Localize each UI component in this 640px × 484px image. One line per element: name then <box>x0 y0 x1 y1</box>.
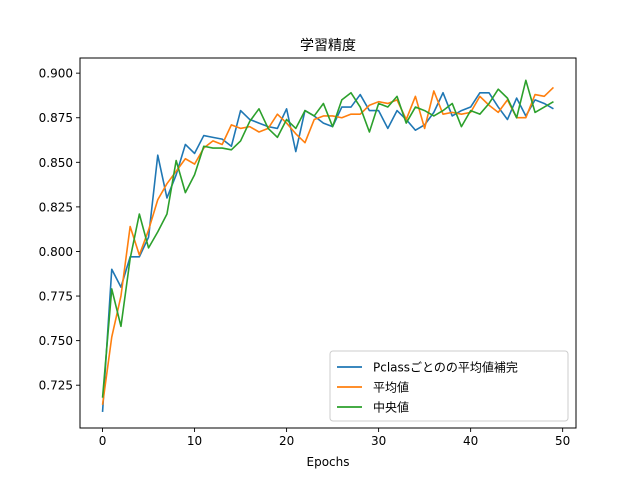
x-tick-label: 0 <box>99 434 107 448</box>
y-tick-label: 0.800 <box>39 245 73 259</box>
y-tick-label: 0.825 <box>39 200 73 214</box>
x-axis: 0 10 20 30 40 50 <box>99 428 570 448</box>
x-axis-label: Epochs <box>307 455 350 469</box>
plot-frame <box>79 57 577 429</box>
y-tick-label: 0.875 <box>39 111 73 125</box>
series-line-3 <box>101 79 554 398</box>
legend-frame <box>329 350 569 422</box>
y-tick-label: 0.900 <box>39 67 73 81</box>
x-tick-label: 30 <box>371 434 386 448</box>
y-tick-label: 0.750 <box>39 334 73 348</box>
y-axis: 0.725 0.750 0.775 0.800 0.825 0.850 0.875 0.900 <box>39 67 80 393</box>
x-tick-label: 20 <box>279 434 294 448</box>
x-tick-label: 50 <box>555 434 570 448</box>
legend-label-1: Pclassごとのの平均値補完 <box>373 360 518 375</box>
legend-label-2: 平均値 <box>373 380 409 395</box>
series-layer <box>101 79 555 413</box>
chart-title: 学習精度 <box>300 38 356 54</box>
y-tick-label: 0.725 <box>39 379 73 393</box>
x-tick-label: 10 <box>187 434 202 448</box>
y-tick-label: 0.775 <box>39 290 73 304</box>
legend-label-3: 中央値 <box>373 400 409 415</box>
x-tick-label: 40 <box>463 434 478 448</box>
y-tick-label: 0.850 <box>39 156 73 170</box>
